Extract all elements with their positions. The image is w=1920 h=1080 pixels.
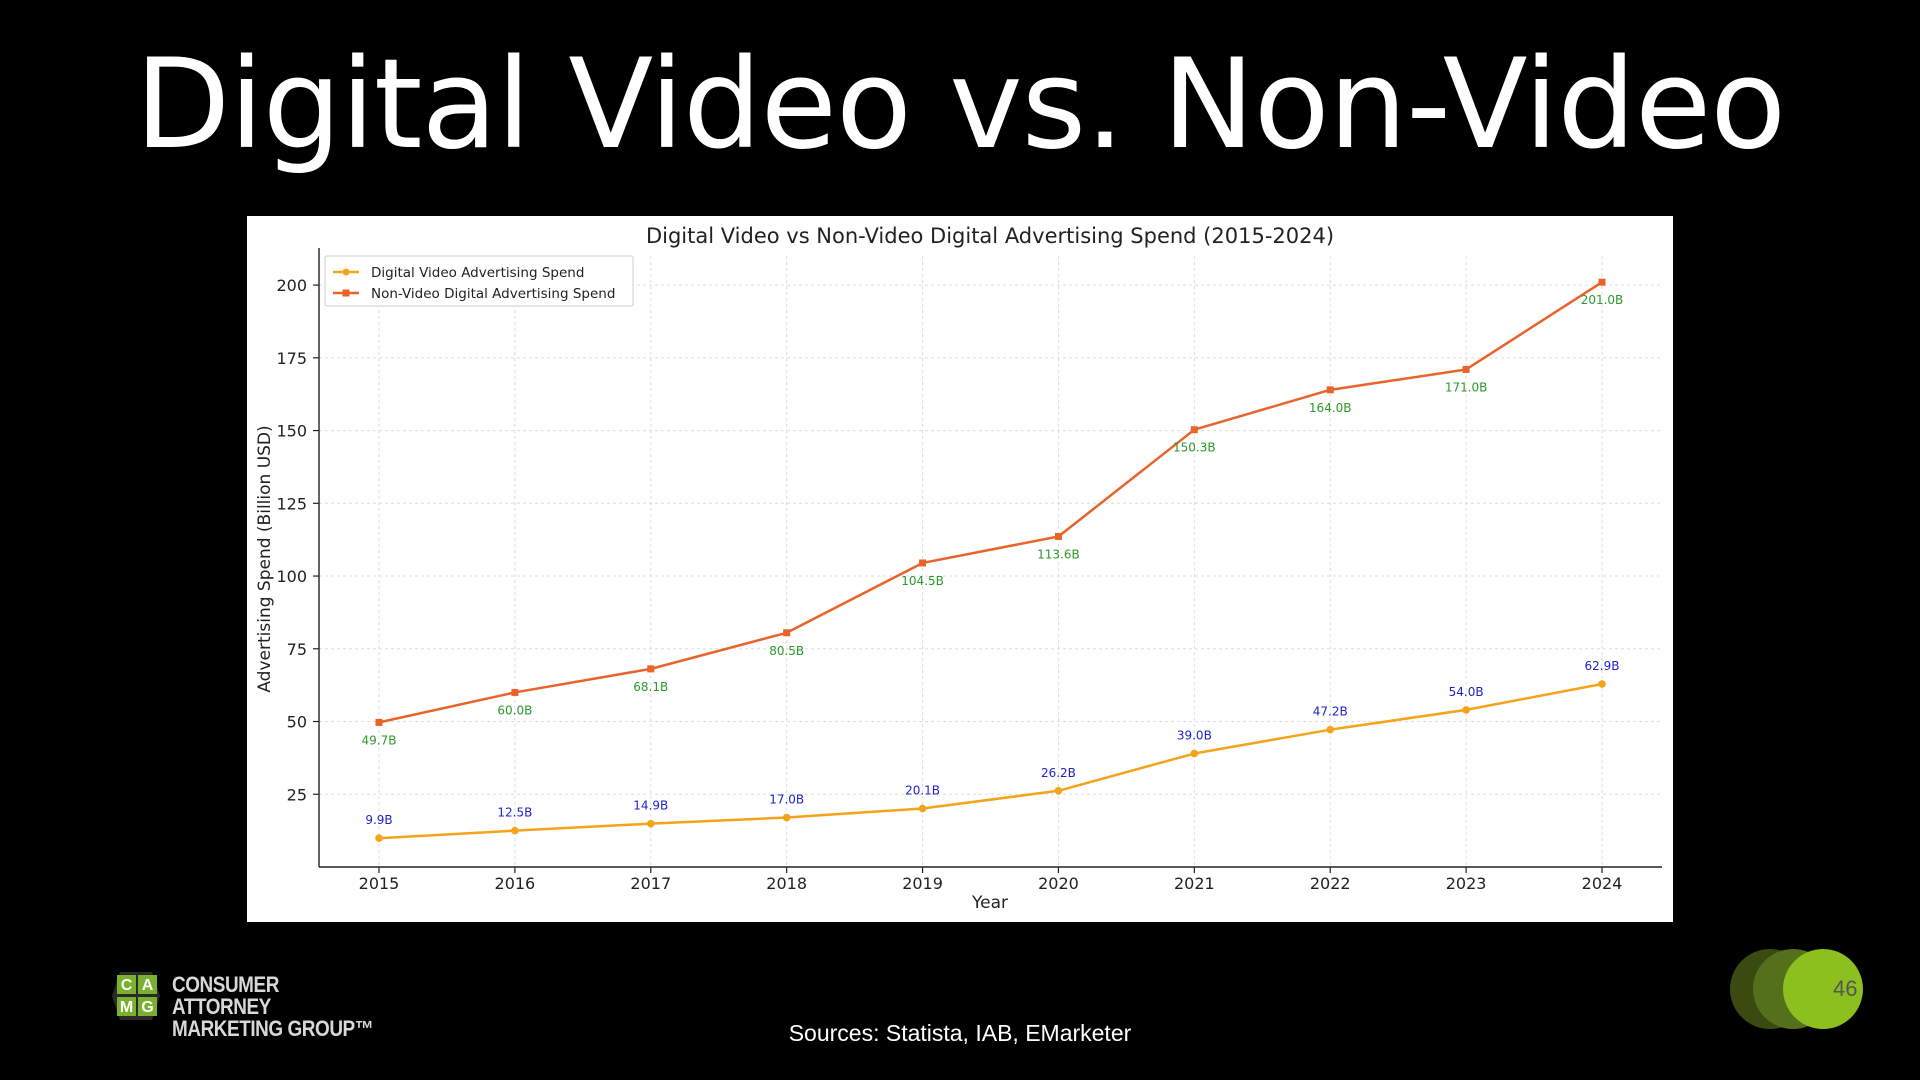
data-point-nonvideo bbox=[1190, 426, 1198, 434]
company-logo: C A M G CONSUMER ATTORNEY MARKETING GROU… bbox=[104, 968, 404, 1040]
logo-letter-m: M bbox=[120, 999, 133, 1016]
data-point-video bbox=[646, 819, 655, 828]
data-label-video: 62.9B bbox=[1585, 659, 1620, 673]
data-label-video: 26.2B bbox=[1041, 766, 1076, 780]
badge-circle-light bbox=[1783, 949, 1863, 1029]
logo-letter-c: C bbox=[121, 977, 133, 994]
data-label-nonvideo: 113.6B bbox=[1037, 547, 1080, 561]
data-label-video: 47.2B bbox=[1313, 705, 1348, 719]
y-tick-label: 100 bbox=[276, 567, 307, 586]
data-label-nonvideo: 201.0B bbox=[1581, 293, 1624, 307]
data-label-nonvideo: 150.3B bbox=[1173, 441, 1216, 455]
series bbox=[375, 278, 1606, 842]
page-badge bbox=[1730, 949, 1863, 1029]
data-label-nonvideo: 80.5B bbox=[769, 644, 804, 658]
series-line-nonvideo bbox=[378, 281, 1603, 724]
data-label-video: 14.9B bbox=[633, 799, 668, 813]
y-tick-label: 125 bbox=[276, 494, 307, 513]
data-label-video: 54.0B bbox=[1449, 685, 1484, 699]
data-label-video: 12.5B bbox=[497, 806, 532, 820]
data-label-nonvideo: 49.7B bbox=[362, 733, 397, 747]
legend-box bbox=[324, 255, 634, 307]
logo-letter-g: G bbox=[141, 999, 153, 1016]
x-tick-label: 2015 bbox=[359, 874, 400, 893]
data-point-nonvideo bbox=[1326, 386, 1334, 394]
logo-letter-a: A bbox=[142, 977, 154, 994]
y-tick-label: 75 bbox=[287, 640, 307, 659]
legend-entry-video: Digital Video Advertising Spend bbox=[371, 265, 584, 281]
x-tick-label: 2016 bbox=[495, 874, 536, 893]
series-line-video bbox=[378, 682, 1603, 840]
data-label-nonvideo: 104.5B bbox=[901, 574, 944, 588]
logo-tile bbox=[117, 975, 136, 994]
y-axis-label: Advertising Spend (Billion USD) bbox=[255, 425, 275, 692]
data-label-nonvideo: 68.1B bbox=[633, 680, 668, 694]
data-point-nonvideo bbox=[1054, 532, 1062, 540]
data-point-video bbox=[782, 813, 791, 822]
data-point-video bbox=[1326, 725, 1335, 734]
x-tick-label: 2018 bbox=[766, 874, 807, 893]
data-label-video: 39.0B bbox=[1177, 729, 1212, 743]
line-chart: Digital Video vs Non-Video Digital Adver… bbox=[255, 224, 1662, 913]
y-tick-label: 200 bbox=[276, 276, 307, 295]
x-tick-label: 2023 bbox=[1446, 874, 1487, 893]
data-point-video bbox=[1054, 786, 1063, 795]
data-point-nonvideo bbox=[375, 718, 383, 726]
data-labels: 9.9B 12.5B 14.9B 17.0B 20.1B 26.2B 39.0B 47.2B 5… bbox=[362, 293, 1624, 827]
y-tick-label: 150 bbox=[276, 422, 307, 441]
legend-marker-nonvideo bbox=[342, 289, 350, 297]
data-label-nonvideo: 60.0B bbox=[497, 703, 532, 717]
y-tick-label: 175 bbox=[276, 349, 307, 368]
data-point-video bbox=[375, 834, 383, 842]
data-point-nonvideo bbox=[783, 629, 791, 637]
grid-lines bbox=[319, 256, 1662, 867]
data-point-video bbox=[1190, 749, 1199, 758]
data-point-nonvideo bbox=[511, 688, 519, 696]
data-label-video: 9.9B bbox=[365, 813, 392, 827]
x-tick-label: 2021 bbox=[1174, 874, 1215, 893]
logo-wordmark: CONSUMER ATTORNEY MARKETING GROUP™ bbox=[172, 974, 378, 1040]
x-tick-label: 2022 bbox=[1310, 874, 1351, 893]
logo-tile bbox=[138, 997, 157, 1016]
data-point-video bbox=[1462, 706, 1470, 714]
y-tick-label: 50 bbox=[287, 713, 307, 732]
logo-tile bbox=[117, 997, 136, 1016]
data-label-nonvideo: 171.0B bbox=[1445, 380, 1488, 394]
x-tick-label: 2019 bbox=[902, 874, 943, 893]
data-point-video bbox=[1598, 680, 1606, 688]
x-tick-label: 2017 bbox=[630, 874, 671, 893]
x-tick-label: 2020 bbox=[1038, 874, 1079, 893]
data-point-video bbox=[918, 804, 927, 813]
legend-marker-video bbox=[342, 268, 350, 276]
slide-title: Digital Video vs. Non-Video bbox=[134, 33, 1786, 177]
data-point-nonvideo bbox=[647, 665, 655, 673]
axes: 25 50 75 100 125 150 175 200 2015 2016 2017 2018 201… bbox=[276, 248, 1662, 893]
data-label-video: 20.1B bbox=[905, 784, 940, 798]
chart-title: Digital Video vs Non-Video Digital Adver… bbox=[646, 224, 1334, 248]
data-point-video bbox=[511, 826, 519, 835]
data-point-nonvideo bbox=[919, 559, 927, 567]
logo-tile bbox=[138, 975, 157, 994]
data-point-nonvideo bbox=[1598, 278, 1606, 286]
legend-entry-nonvideo: Non-Video Digital Advertising Spend bbox=[371, 286, 615, 302]
x-tick-label: 2024 bbox=[1582, 874, 1623, 893]
logo-line-2: MARKETING GROUP™ bbox=[172, 1016, 374, 1041]
x-axis-label: Year bbox=[971, 893, 1008, 913]
data-label-nonvideo: 164.0B bbox=[1309, 401, 1352, 415]
logo-line-1: CONSUMER ATTORNEY bbox=[172, 972, 279, 1019]
sources-footnote: Sources: Statista, IAB, EMarketer bbox=[788, 1020, 1132, 1046]
logo-mark: C A M G bbox=[112, 972, 160, 1020]
y-tick-label: 25 bbox=[287, 785, 307, 804]
legend: Digital Video Advertising Spend Non-Vide… bbox=[324, 255, 634, 307]
chart-panel: Digital Video vs Non-Video Digital Adver… bbox=[247, 216, 1673, 922]
data-label-video: 17.0B bbox=[769, 793, 804, 807]
page-number: 46 bbox=[1833, 976, 1858, 1001]
data-point-nonvideo bbox=[1462, 365, 1470, 373]
